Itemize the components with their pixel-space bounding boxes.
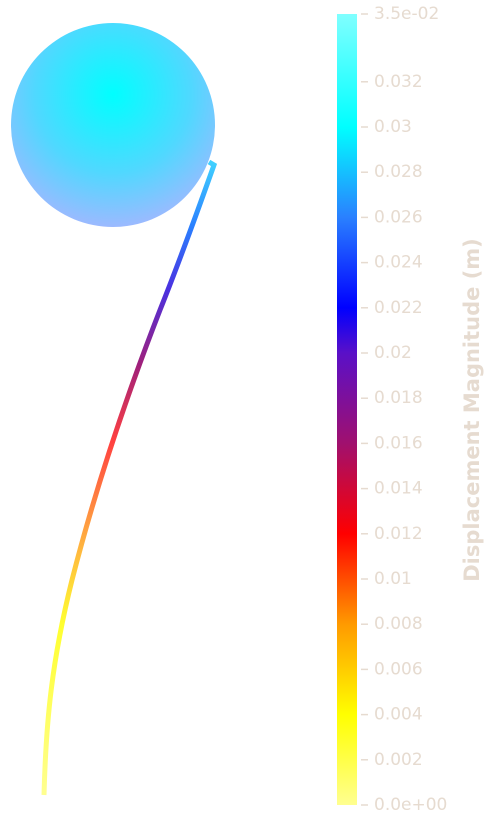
tick-label: 0.002 bbox=[374, 750, 423, 770]
sphere bbox=[11, 23, 215, 227]
beam bbox=[41, 159, 218, 796]
tick-label: 0.006 bbox=[374, 659, 423, 679]
tick-label: 0.03 bbox=[374, 117, 412, 137]
tick-label: 0.028 bbox=[374, 162, 423, 182]
tick-label: 0.008 bbox=[374, 614, 423, 634]
tick-label: 0.004 bbox=[374, 705, 423, 725]
colorbar-title: Displacement Magnitude (m) bbox=[460, 238, 484, 582]
tick-label: 3.5e-02 bbox=[374, 4, 439, 24]
tick-label: 0.012 bbox=[374, 524, 423, 544]
tick-label: 0.024 bbox=[374, 253, 423, 273]
tick-label: 0.014 bbox=[374, 479, 423, 499]
tick-label: 0.022 bbox=[374, 298, 423, 318]
tick-label: 0.01 bbox=[374, 569, 412, 589]
tick-label: 0.032 bbox=[374, 72, 423, 92]
tick-label: 0.016 bbox=[374, 433, 423, 453]
tick-label: 0.026 bbox=[374, 207, 423, 227]
colorbar bbox=[337, 14, 357, 805]
tick-label: 0.02 bbox=[374, 343, 412, 363]
tick-label: 0.0e+00 bbox=[374, 795, 447, 815]
tick-label: 0.018 bbox=[374, 388, 423, 408]
